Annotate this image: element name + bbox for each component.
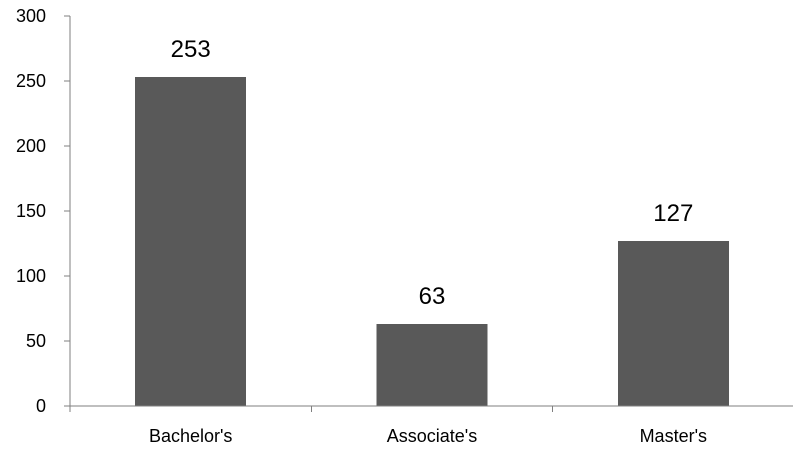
- bar-2: [617, 240, 729, 406]
- x-tick-label-0: Bachelor's: [149, 426, 232, 446]
- y-tick-label-3: 150: [16, 201, 46, 221]
- axes-group: [64, 15, 793, 412]
- y-tick-label-6: 300: [16, 6, 46, 26]
- y-tick-label-4: 200: [16, 136, 46, 156]
- x-tick-label-2: Master's: [640, 426, 707, 446]
- bars-group: [135, 77, 729, 406]
- bar-1: [376, 324, 488, 406]
- y-tick-label-2: 100: [16, 266, 46, 286]
- labels-group: 253 Bachelor's 63 Associate's 127 Master's 0 50…: [16, 6, 707, 446]
- data-label-1: 63: [419, 283, 446, 310]
- y-tick-label-0: 0: [36, 396, 46, 416]
- bar-0: [135, 77, 247, 406]
- y-tick-label-1: 50: [26, 331, 46, 351]
- y-tick-label-5: 250: [16, 71, 46, 91]
- data-label-2: 127: [653, 200, 693, 227]
- x-tick-label-1: Associate's: [387, 426, 477, 446]
- data-label-0: 253: [171, 36, 211, 63]
